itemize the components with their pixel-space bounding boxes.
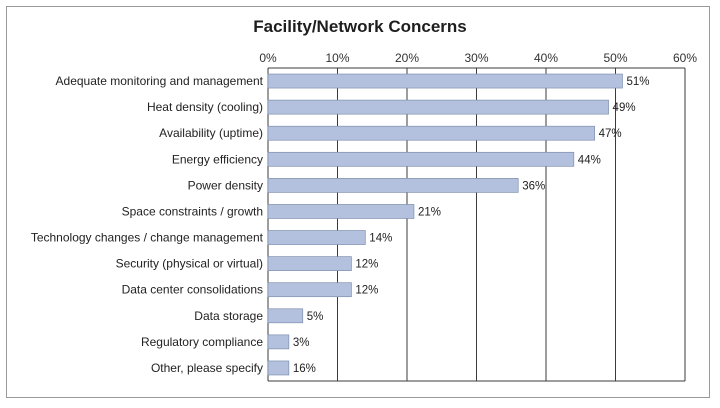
bar [267, 282, 352, 298]
value-label: 47% [599, 128, 622, 140]
bar [267, 73, 623, 89]
bar [267, 256, 352, 271]
bar [267, 360, 290, 376]
bar [267, 99, 609, 115]
category-label: Security (physical or virtual) [116, 257, 263, 271]
value-label: 51% [626, 76, 649, 88]
x-tick-label: 0% [259, 51, 277, 65]
x-tick-label: 10% [325, 51, 349, 65]
value-label: 16% [293, 363, 316, 375]
bar [267, 230, 366, 245]
chart-title: Facility/Network Concerns [253, 17, 467, 36]
x-tick-labels: 0% 10% 20% 30% 40% 50% 60% [259, 51, 697, 65]
bar [267, 334, 290, 350]
grid-lines [267, 67, 686, 382]
x-tick-label: 50% [603, 51, 627, 65]
bar [267, 204, 415, 219]
category-label: Other, please specify [151, 361, 263, 375]
category-label: Regulatory compliance [141, 335, 263, 349]
value-labels: 51% 49% 47% 44% 36% 21% 14% 12% 12% 5% 3% 16% [293, 76, 650, 375]
value-label: 12% [355, 259, 378, 271]
bar [267, 308, 304, 324]
category-label: Data center consolidations [122, 283, 263, 297]
value-label: 14% [369, 233, 392, 245]
category-label: Power density [188, 178, 263, 192]
x-tick-label: 40% [534, 51, 558, 65]
category-label: Technology changes / change management [31, 231, 264, 245]
value-label: 36% [522, 180, 545, 192]
bar [267, 125, 595, 141]
bar [267, 151, 575, 167]
category-label: Adequate monitoring and management [56, 74, 264, 88]
category-labels: Adequate monitoring and management Heat d… [31, 74, 264, 375]
category-label: Heat density (cooling) [147, 100, 263, 114]
category-label: Space constraints / growth [122, 204, 263, 218]
value-label: 49% [613, 102, 636, 114]
x-tick-label: 60% [673, 51, 697, 65]
x-tick-label: 30% [464, 51, 488, 65]
value-label: 5% [307, 311, 324, 323]
x-tick-label: 20% [395, 51, 419, 65]
category-label: Energy efficiency [172, 152, 263, 166]
value-label: 21% [418, 206, 441, 218]
chart-frame [6, 6, 710, 398]
bars [267, 73, 623, 376]
bar [267, 178, 519, 193]
value-label: 3% [293, 337, 310, 349]
category-label: Availability (uptime) [159, 126, 263, 140]
category-label: Data storage [194, 309, 263, 323]
value-label: 12% [355, 285, 378, 297]
value-label: 44% [578, 154, 601, 166]
